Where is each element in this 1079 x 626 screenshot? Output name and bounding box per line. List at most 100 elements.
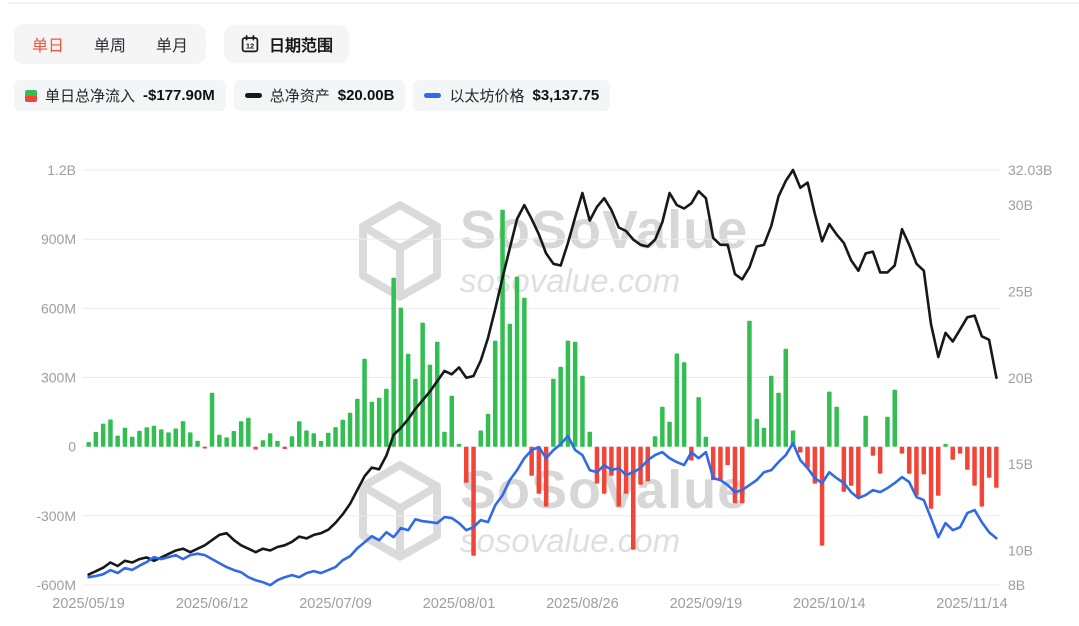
flow-bar[interactable] xyxy=(260,440,266,447)
flow-bar[interactable] xyxy=(747,320,752,447)
flow-bar[interactable] xyxy=(442,431,447,447)
flow-bar[interactable] xyxy=(405,353,411,447)
flow-bar[interactable] xyxy=(805,446,810,468)
flow-bar[interactable] xyxy=(122,427,128,447)
flow-bar[interactable] xyxy=(224,437,229,447)
flow-bar[interactable] xyxy=(660,406,665,447)
flow-bar[interactable] xyxy=(979,446,985,507)
flow-bar[interactable] xyxy=(718,446,723,481)
flow-bar[interactable] xyxy=(159,429,164,447)
flow-bar[interactable] xyxy=(137,430,142,447)
flow-bar[interactable] xyxy=(957,446,963,454)
flow-bar[interactable] xyxy=(812,446,818,484)
flow-bar[interactable] xyxy=(166,432,171,447)
flow-bar[interactable] xyxy=(289,436,295,447)
flow-bar[interactable] xyxy=(173,428,179,447)
flow-bar[interactable] xyxy=(609,446,614,476)
flow-bar[interactable] xyxy=(376,397,382,447)
flow-bar[interactable] xyxy=(645,446,651,482)
flow-bar[interactable] xyxy=(115,435,120,447)
legend-eth-price[interactable]: 以太坊价格 $3,137.75 xyxy=(413,80,611,111)
tab-monthly[interactable]: 单月 xyxy=(156,32,188,56)
flow-bar[interactable] xyxy=(972,446,977,486)
flow-bar[interactable] xyxy=(144,427,150,447)
flow-bar[interactable] xyxy=(834,406,839,447)
flow-bar[interactable] xyxy=(558,366,563,447)
flow-bar[interactable] xyxy=(246,417,251,447)
tab-weekly[interactable]: 单周 xyxy=(94,32,126,56)
flow-bar[interactable] xyxy=(863,415,868,447)
flow-bar[interactable] xyxy=(543,446,549,507)
flow-bar[interactable] xyxy=(478,430,484,447)
flow-bar[interactable] xyxy=(151,425,157,447)
flow-bar[interactable] xyxy=(798,446,803,453)
flow-bar[interactable] xyxy=(195,440,200,447)
flow-bar[interactable] xyxy=(841,446,847,492)
flow-bar[interactable] xyxy=(108,419,113,447)
flow-bar[interactable] xyxy=(471,446,476,556)
flow-bar[interactable] xyxy=(965,446,970,470)
flow-bar[interactable] xyxy=(667,421,672,447)
date-range-button[interactable]: 12 日期范围 xyxy=(224,25,350,63)
flow-bar[interactable] xyxy=(500,209,505,447)
flow-bar[interactable] xyxy=(623,446,629,494)
tab-daily[interactable]: 单日 xyxy=(32,32,64,56)
flow-bar[interactable] xyxy=(827,391,832,447)
flow-bar[interactable] xyxy=(740,446,745,504)
flow-bar[interactable] xyxy=(870,446,876,456)
flow-bar[interactable] xyxy=(587,431,593,447)
flow-bar[interactable] xyxy=(275,440,280,447)
flow-bar[interactable] xyxy=(304,430,309,447)
flow-bar[interactable] xyxy=(602,446,607,494)
flow-bar[interactable] xyxy=(950,446,956,460)
flow-bar[interactable] xyxy=(936,446,941,496)
legend-total-net-assets[interactable]: 总净资产 $20.00B xyxy=(233,80,406,111)
flow-bar[interactable] xyxy=(885,416,890,447)
flow-bar[interactable] xyxy=(93,431,99,447)
flow-bar[interactable] xyxy=(311,433,317,447)
flow-bar[interactable] xyxy=(761,427,767,447)
flow-bar[interactable] xyxy=(297,421,302,447)
flow-bar[interactable] xyxy=(391,277,396,447)
flow-bar[interactable] xyxy=(616,446,622,507)
flow-bar[interactable] xyxy=(725,446,730,466)
flow-bar[interactable] xyxy=(899,446,905,454)
flow-bar[interactable] xyxy=(449,395,455,447)
flow-bar[interactable] xyxy=(703,436,709,447)
flow-bar[interactable] xyxy=(238,421,244,447)
flow-bar[interactable] xyxy=(892,389,898,447)
flow-bar[interactable] xyxy=(355,398,360,447)
flow-bar[interactable] xyxy=(398,307,404,447)
flow-bar[interactable] xyxy=(536,446,542,494)
flow-bar[interactable] xyxy=(551,378,556,447)
flow-bar[interactable] xyxy=(819,446,825,546)
flow-bar[interactable] xyxy=(776,392,781,447)
flow-bar[interactable] xyxy=(652,436,658,447)
flow-bar[interactable] xyxy=(848,446,854,486)
flow-bar[interactable] xyxy=(594,446,600,484)
flow-bar[interactable] xyxy=(907,446,912,474)
flow-bar[interactable] xyxy=(347,412,353,447)
flow-bar[interactable] xyxy=(769,375,774,447)
flow-bar[interactable] xyxy=(86,442,91,447)
flow-bar[interactable] xyxy=(326,432,331,447)
flow-bar[interactable] xyxy=(514,276,520,447)
flow-bar[interactable] xyxy=(340,419,346,447)
flow-bar[interactable] xyxy=(914,446,919,496)
flow-bar[interactable] xyxy=(282,446,288,449)
flow-bar[interactable] xyxy=(943,443,948,447)
flow-bar[interactable] xyxy=(362,358,367,447)
flow-bar[interactable] xyxy=(369,401,375,447)
flow-bar[interactable] xyxy=(456,443,462,447)
flow-bar[interactable] xyxy=(130,436,135,447)
flow-bar[interactable] xyxy=(420,322,425,447)
flow-bar[interactable] xyxy=(638,446,643,485)
flow-bar[interactable] xyxy=(754,418,760,447)
flow-bar[interactable] xyxy=(100,423,106,447)
flow-bar[interactable] xyxy=(231,431,237,447)
flow-bar[interactable] xyxy=(696,397,701,447)
legend-net-inflow[interactable]: 单日总净流入 -$177.90M xyxy=(14,80,226,111)
flow-bar[interactable] xyxy=(507,323,513,447)
flow-bar[interactable] xyxy=(318,440,324,447)
